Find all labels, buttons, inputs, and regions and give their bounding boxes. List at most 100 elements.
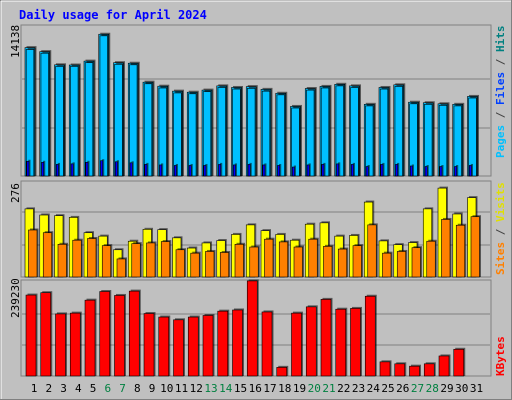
bar-sites xyxy=(470,216,480,278)
bar-kbytes xyxy=(246,280,258,377)
bar-sites xyxy=(234,244,244,278)
bar-pages-shadow xyxy=(397,162,400,176)
bar-pages xyxy=(350,164,354,177)
bar-kbytes xyxy=(202,315,214,377)
bar-files xyxy=(99,35,108,177)
bar-kbytes xyxy=(158,316,170,377)
bar-pages-shadow xyxy=(43,160,46,176)
bar-kbytes xyxy=(84,299,96,377)
bar-kbytes xyxy=(40,292,52,377)
ylabel-mid: Sites / Visits xyxy=(494,182,507,275)
bar-sites xyxy=(293,246,303,278)
bar-sites xyxy=(175,249,185,278)
bar-pages-shadow xyxy=(338,162,341,176)
bar-files xyxy=(217,87,226,177)
bar-kbytes xyxy=(335,308,347,377)
x-tick-label: 21 xyxy=(322,382,335,395)
x-tick-label: 14 xyxy=(219,382,233,395)
bar-sites xyxy=(264,238,274,278)
ylabel-bot: KBytes xyxy=(494,336,507,376)
bar-pages-shadow xyxy=(175,163,178,176)
bar-pages xyxy=(129,162,133,177)
bar-pages xyxy=(409,165,413,177)
bar-pages-shadow xyxy=(308,163,311,176)
bar-files xyxy=(158,87,167,177)
bar-pages-shadow xyxy=(116,160,119,176)
bars-bot xyxy=(22,279,490,377)
bar-kbytes xyxy=(173,319,184,377)
x-tick-label: 3 xyxy=(60,382,67,395)
bar-pages xyxy=(395,164,399,177)
x-tick-label: 9 xyxy=(149,382,156,395)
bar-kbytes xyxy=(261,311,273,377)
bar-pages xyxy=(55,164,59,177)
bar-kbytes xyxy=(114,295,125,377)
bar-pages xyxy=(174,165,177,177)
x-tick-label: 11 xyxy=(175,382,188,395)
x-tick-label: 30 xyxy=(455,382,468,395)
ylabel-top: Pages / Files / Hits xyxy=(494,26,507,159)
bar-pages xyxy=(424,166,428,177)
bar-pages-shadow xyxy=(205,163,208,176)
bar-kbytes xyxy=(128,290,140,377)
bar-pages xyxy=(100,160,104,177)
bar-pages-shadow xyxy=(323,162,326,176)
x-tick-label: 24 xyxy=(367,382,381,395)
bar-pages-shadow xyxy=(146,162,149,176)
ylabel-top-segment-3: / xyxy=(494,52,507,72)
bar-pages xyxy=(218,164,222,177)
x-tick-label: 6 xyxy=(104,382,111,395)
bar-kbytes xyxy=(438,355,450,377)
x-tick-label: 16 xyxy=(249,382,262,395)
x-tick-label: 8 xyxy=(134,382,141,395)
bar-kbytes xyxy=(69,312,81,377)
bar-pages-shadow xyxy=(411,164,414,176)
ylabel-mid-segment-0: Sites xyxy=(494,242,507,275)
x-tick-label: 31 xyxy=(470,382,483,395)
ylabel-bot-segment-0: KBytes xyxy=(494,336,507,376)
ymax-label-mid: 276 xyxy=(9,183,22,203)
bar-sites xyxy=(323,246,333,278)
bar-pages xyxy=(468,165,472,177)
bar-files xyxy=(261,90,271,177)
x-axis-labels: 1 2 3 4 5 6 7 8 9 10 11 12 13 14 15 16 17 18 19 20 21 22 23 24 2… xyxy=(31,382,483,395)
bar-sites xyxy=(28,229,38,278)
bar-sites xyxy=(352,245,362,278)
bar-pages-shadow xyxy=(426,165,429,176)
bar-files xyxy=(173,92,182,177)
bar-pages xyxy=(159,164,163,177)
bar-kbytes xyxy=(379,361,391,377)
bar-pages xyxy=(365,166,369,177)
bar-pages xyxy=(291,166,295,177)
ymax-label-top: 14138 xyxy=(9,25,22,58)
bar-sites xyxy=(337,248,348,278)
x-tick-label: 5 xyxy=(90,382,97,395)
bar-files xyxy=(276,94,285,177)
bar-files xyxy=(84,62,94,177)
bar-kbytes xyxy=(187,316,199,377)
bar-pages-shadow xyxy=(249,162,252,176)
bar-pages xyxy=(262,164,266,177)
bar-pages xyxy=(439,166,443,177)
bar-kbytes xyxy=(143,313,155,377)
bar-sites xyxy=(308,238,318,278)
bar-pages-shadow xyxy=(279,163,282,176)
bar-kbytes xyxy=(291,312,302,377)
x-tick-label: 25 xyxy=(381,382,394,395)
bar-sites xyxy=(441,219,451,278)
bar-pages-shadow xyxy=(293,165,296,176)
bar-sites xyxy=(396,251,407,278)
bar-files xyxy=(70,66,79,177)
x-tick-label: 28 xyxy=(426,382,439,395)
bar-sites xyxy=(146,242,156,278)
bar-pages-shadow xyxy=(57,162,60,176)
x-tick-label: 29 xyxy=(440,382,453,395)
x-tick-label: 4 xyxy=(75,382,82,395)
bar-sites xyxy=(455,224,466,278)
bar-kbytes xyxy=(320,299,332,377)
ylabel-top-segment-0: Pages xyxy=(494,125,507,158)
bar-files xyxy=(306,89,315,177)
bar-pages-shadow xyxy=(102,159,105,176)
bar-pages xyxy=(203,165,207,177)
